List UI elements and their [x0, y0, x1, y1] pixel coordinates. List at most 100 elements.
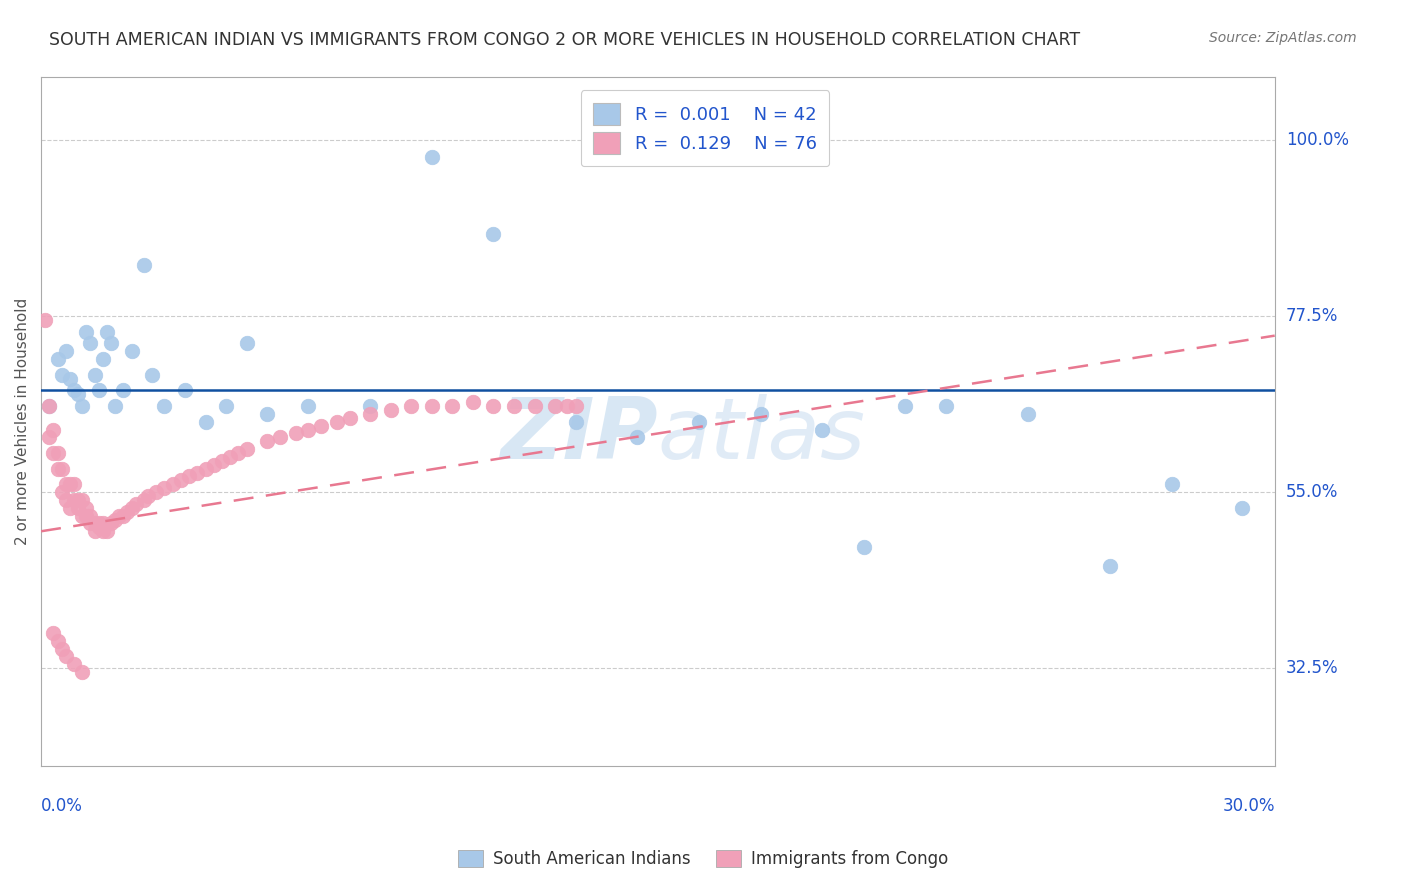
Point	[441, 399, 464, 413]
Point	[1099, 559, 1122, 574]
Point	[96, 524, 118, 539]
Point	[87, 520, 110, 534]
Point	[51, 461, 73, 475]
Point	[112, 384, 135, 398]
Point	[42, 626, 65, 640]
Text: 77.5%: 77.5%	[1286, 307, 1339, 325]
Point	[108, 508, 131, 523]
Point	[55, 344, 77, 359]
Point	[186, 466, 208, 480]
Point	[564, 415, 586, 429]
Y-axis label: 2 or more Vehicles in Household: 2 or more Vehicles in Household	[15, 298, 30, 545]
Point	[153, 399, 176, 413]
Point	[59, 477, 82, 491]
Text: 0.0%: 0.0%	[41, 797, 83, 814]
Point	[170, 474, 193, 488]
Point	[67, 500, 90, 515]
Point	[1017, 407, 1039, 421]
Point	[132, 258, 155, 272]
Point	[235, 336, 257, 351]
Point	[83, 524, 105, 539]
Point	[482, 399, 505, 413]
Point	[121, 500, 143, 515]
Point	[63, 493, 86, 508]
Point	[91, 516, 114, 531]
Point	[420, 399, 443, 413]
Point	[63, 477, 86, 491]
Point	[893, 399, 915, 413]
Point	[399, 399, 422, 413]
Point	[100, 336, 122, 351]
Legend: R =  0.001    N = 42, R =  0.129    N = 76: R = 0.001 N = 42, R = 0.129 N = 76	[581, 90, 830, 167]
Text: 55.0%: 55.0%	[1286, 483, 1339, 501]
Text: ZIP: ZIP	[501, 394, 658, 477]
Point	[104, 512, 127, 526]
Point	[564, 399, 586, 413]
Point	[112, 508, 135, 523]
Point	[179, 469, 201, 483]
Point	[269, 430, 291, 444]
Point	[38, 399, 60, 413]
Point	[59, 500, 82, 515]
Point	[63, 657, 86, 672]
Point	[309, 418, 332, 433]
Point	[63, 384, 86, 398]
Point	[46, 461, 69, 475]
Point	[297, 423, 319, 437]
Point	[523, 399, 546, 413]
Point	[420, 150, 443, 164]
Point	[380, 403, 402, 417]
Point	[67, 387, 90, 401]
Point	[91, 352, 114, 367]
Point	[125, 497, 148, 511]
Point	[194, 461, 217, 475]
Point	[132, 493, 155, 508]
Text: 32.5%: 32.5%	[1286, 659, 1339, 677]
Point	[87, 384, 110, 398]
Point	[141, 368, 163, 382]
Point	[38, 430, 60, 444]
Text: SOUTH AMERICAN INDIAN VS IMMIGRANTS FROM CONGO 2 OR MORE VEHICLES IN HOUSEHOLD C: SOUTH AMERICAN INDIAN VS IMMIGRANTS FROM…	[49, 31, 1080, 49]
Point	[42, 446, 65, 460]
Point	[67, 493, 90, 508]
Point	[121, 344, 143, 359]
Text: atlas: atlas	[658, 394, 866, 477]
Point	[557, 399, 579, 413]
Point	[1230, 500, 1253, 515]
Text: 30.0%: 30.0%	[1222, 797, 1275, 814]
Point	[153, 481, 176, 495]
Point	[46, 446, 69, 460]
Point	[461, 395, 484, 409]
Point	[1161, 477, 1184, 491]
Point	[79, 508, 101, 523]
Point	[34, 313, 56, 327]
Point	[70, 665, 93, 679]
Point	[46, 633, 69, 648]
Legend: South American Indians, Immigrants from Congo: South American Indians, Immigrants from …	[451, 843, 955, 875]
Point	[211, 454, 233, 468]
Point	[75, 508, 97, 523]
Point	[83, 516, 105, 531]
Point	[55, 649, 77, 664]
Point	[297, 399, 319, 413]
Point	[749, 407, 772, 421]
Point	[96, 325, 118, 339]
Point	[162, 477, 184, 491]
Point	[326, 415, 349, 429]
Point	[79, 516, 101, 531]
Point	[626, 430, 648, 444]
Point	[104, 399, 127, 413]
Point	[174, 384, 197, 398]
Point	[503, 399, 526, 413]
Point	[136, 489, 159, 503]
Point	[55, 477, 77, 491]
Point	[202, 458, 225, 472]
Point	[70, 493, 93, 508]
Point	[852, 540, 875, 554]
Point	[51, 641, 73, 656]
Point	[219, 450, 242, 464]
Point	[544, 399, 567, 413]
Point	[117, 505, 139, 519]
Point	[339, 410, 361, 425]
Point	[79, 336, 101, 351]
